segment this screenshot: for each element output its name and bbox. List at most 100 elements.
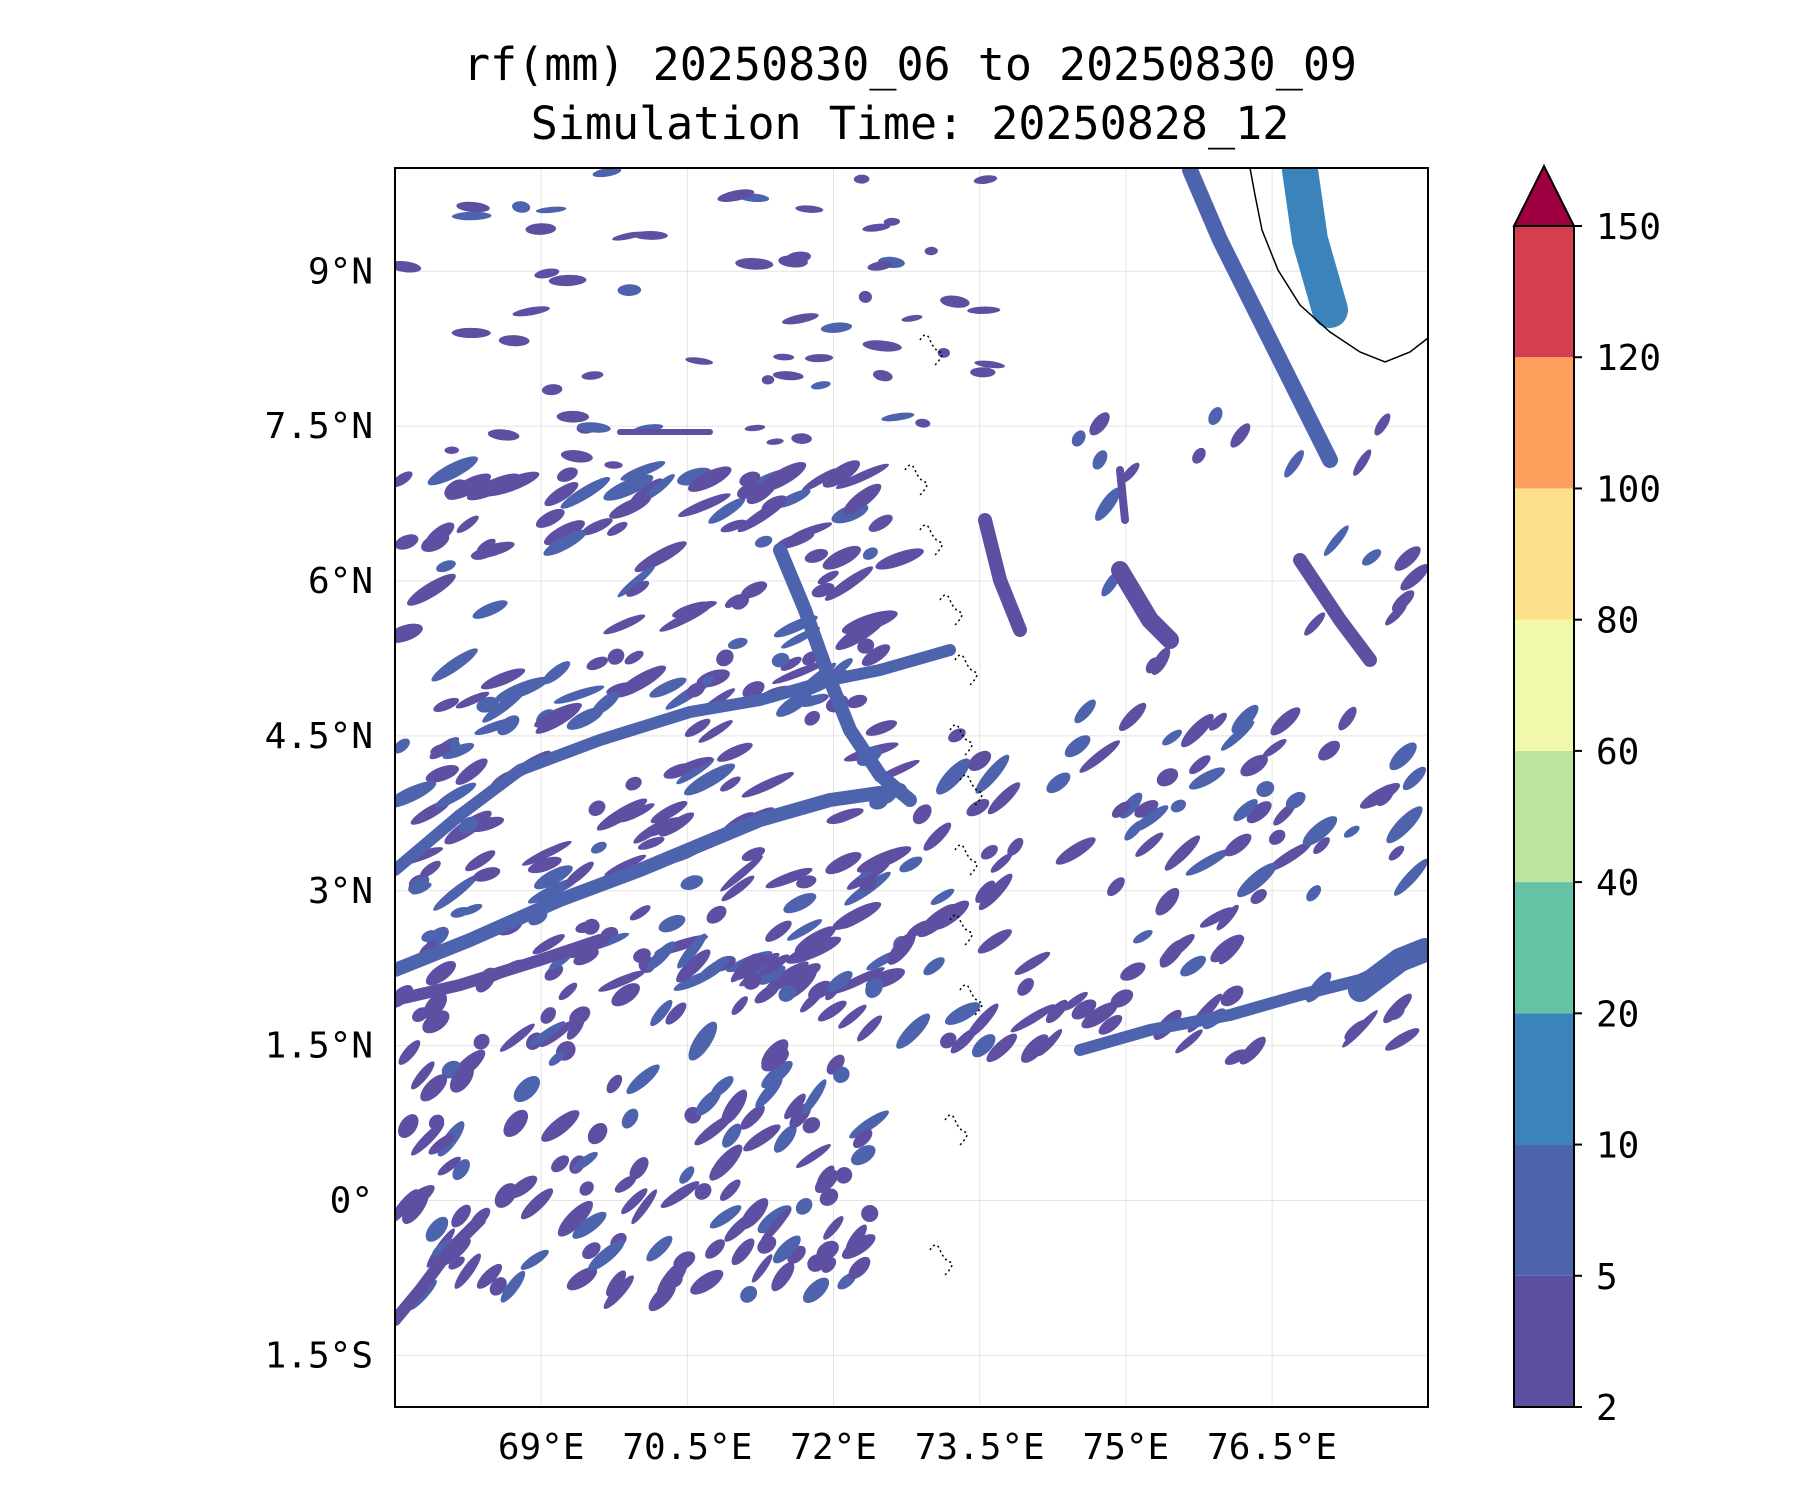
colorbar-tick-label: 100 xyxy=(1596,469,1661,510)
rain-cell xyxy=(804,710,821,726)
rain-cell xyxy=(917,904,957,938)
rain-cell xyxy=(827,970,853,992)
rain-cell xyxy=(811,582,835,598)
rain-cell xyxy=(604,461,623,469)
rain-cell xyxy=(621,1108,639,1129)
colorbar-segment xyxy=(1514,750,1574,883)
rain-cell xyxy=(422,1010,450,1034)
rain-cell xyxy=(425,961,457,986)
rain-cell xyxy=(740,1105,765,1130)
rain-cell xyxy=(1391,590,1415,613)
rain-cell xyxy=(455,758,488,785)
rain-cell xyxy=(591,690,620,716)
rain-cell xyxy=(626,1064,660,1095)
rain-cell xyxy=(455,691,490,709)
rain-cell xyxy=(512,201,531,213)
rain-cell xyxy=(759,1207,792,1245)
rain-cell xyxy=(1343,825,1360,838)
rain-cell xyxy=(624,650,644,665)
rain-cell xyxy=(721,875,755,902)
rain-cell xyxy=(1133,805,1169,832)
rain-cell xyxy=(650,999,673,1027)
rain-cell xyxy=(791,433,812,444)
rain-cell xyxy=(420,860,441,878)
rain-cell xyxy=(772,1235,801,1264)
rain-cell xyxy=(444,446,459,454)
rain-cell xyxy=(799,694,826,707)
rain-cell xyxy=(395,471,413,487)
atoll-outline xyxy=(919,524,943,557)
rain-cell xyxy=(761,1060,793,1089)
rain-cell xyxy=(603,1275,634,1309)
rain-cell xyxy=(1224,833,1252,857)
rain-cell xyxy=(427,456,478,486)
rain-cell xyxy=(535,206,567,214)
rain-cell xyxy=(579,1181,594,1196)
rain-cell xyxy=(1089,412,1110,436)
rain-cell xyxy=(590,841,607,854)
rain-cell xyxy=(862,547,878,560)
rain-cell xyxy=(612,231,644,241)
rain-cell xyxy=(473,1033,490,1050)
rain-cell xyxy=(1233,799,1258,822)
rain-cell xyxy=(575,921,594,933)
rain-cell xyxy=(548,274,587,287)
rain-cell xyxy=(852,1129,873,1149)
rain-cell xyxy=(685,357,714,365)
rain-cell xyxy=(551,1155,570,1173)
rain-cell xyxy=(1208,712,1227,731)
rain-cell xyxy=(817,1000,847,1022)
rain-cell xyxy=(881,412,915,422)
rain-cell xyxy=(1250,889,1267,905)
rain-cell xyxy=(1045,999,1068,1024)
rain-cell xyxy=(520,1188,554,1220)
rain-cell xyxy=(1145,657,1160,674)
rain-cell xyxy=(528,1021,566,1047)
rain-band xyxy=(1111,561,1179,649)
rain-cell xyxy=(621,1188,648,1215)
rain-cell xyxy=(973,175,998,185)
rain-cell xyxy=(772,371,804,381)
rain-cell xyxy=(534,702,582,728)
rain-cell xyxy=(821,1257,837,1273)
rain-cell xyxy=(686,682,706,698)
colorbar-segment xyxy=(1514,1275,1574,1407)
rain-cell xyxy=(1239,1036,1266,1065)
rain-cell xyxy=(865,978,883,998)
rain-cell xyxy=(741,771,794,798)
rain-cell xyxy=(513,1075,541,1103)
colorbar-tick-label: 120 xyxy=(1596,338,1661,379)
rain-cell xyxy=(448,1256,465,1270)
rain-cell xyxy=(395,260,422,273)
colorbar-frame xyxy=(1513,225,1575,1408)
rain-cell xyxy=(924,246,938,256)
rain-cell xyxy=(548,1050,566,1066)
rain-cell xyxy=(776,690,812,717)
rain-cell xyxy=(1220,985,1244,1007)
rain-cell xyxy=(592,168,622,178)
rain-cell xyxy=(778,984,797,1002)
rain-cell xyxy=(824,566,874,601)
rain-cell xyxy=(560,476,611,509)
rain-cell xyxy=(744,424,766,432)
rain-cell xyxy=(846,694,868,709)
rain-cell xyxy=(832,967,885,994)
rain-cell xyxy=(1159,933,1195,964)
rain-cell xyxy=(629,1157,649,1180)
rain-band xyxy=(1182,168,1338,468)
rain-cell xyxy=(1133,930,1153,944)
rain-cell xyxy=(1394,546,1421,571)
rain-cell xyxy=(586,656,609,671)
atoll-outline xyxy=(954,654,978,687)
rain-cell xyxy=(850,1145,876,1166)
rain-cell xyxy=(603,614,646,635)
rain-cell xyxy=(940,1032,957,1049)
rain-cell xyxy=(412,1007,429,1023)
rain-cell xyxy=(795,1197,813,1215)
rain-cell xyxy=(1359,783,1401,809)
rain-cell xyxy=(1386,806,1423,844)
rain-band xyxy=(773,543,917,807)
atoll-outline xyxy=(959,984,983,1017)
chart-subtitle: Simulation Time: 20250828_12 xyxy=(530,97,1290,150)
